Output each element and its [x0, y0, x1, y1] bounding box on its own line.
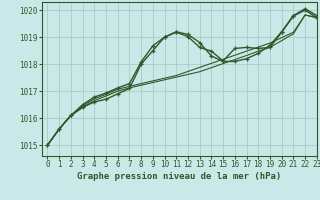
X-axis label: Graphe pression niveau de la mer (hPa): Graphe pression niveau de la mer (hPa)	[77, 172, 281, 181]
